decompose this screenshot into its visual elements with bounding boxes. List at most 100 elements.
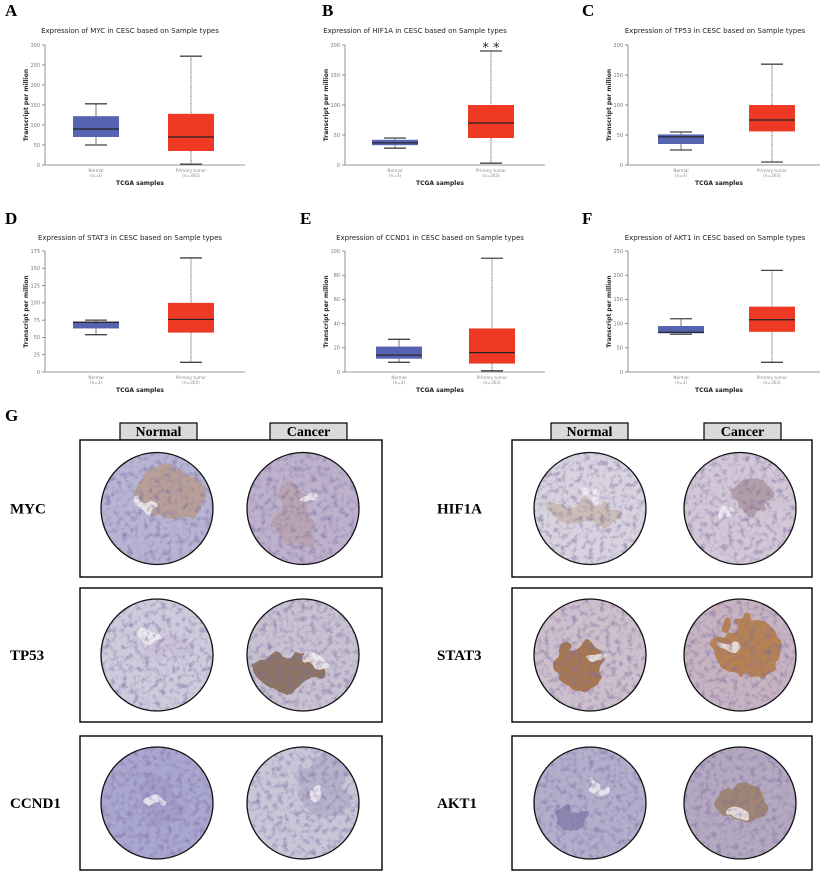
box-tumor <box>469 257 515 372</box>
ihc-image-cancer <box>684 747 796 859</box>
y-tick-label: 250 <box>613 249 623 255</box>
category-label: Normal <box>391 375 406 380</box>
ihc-image-normal <box>534 747 646 859</box>
boxplot-panel-d: D Expression of STAT3 in CESC based on Sa… <box>5 209 245 394</box>
core-outline <box>533 746 647 860</box>
core-outline <box>246 746 360 860</box>
y-tick-label: 50 <box>34 335 40 341</box>
y-tick-label: 300 <box>30 43 40 49</box>
y-tick-label: 0 <box>337 370 340 376</box>
y-tick-label: 100 <box>613 103 623 109</box>
ihc-row-akt1: AKT1 <box>437 735 813 871</box>
ihc-panel: G Normal Cancer MYC TP53 CCND1 Normal Cancer HIF… <box>5 406 813 871</box>
tissue-texture <box>247 599 359 711</box>
box-tumor <box>168 257 214 363</box>
tissue-texture <box>247 747 359 859</box>
ihc-image-cancer <box>684 599 796 711</box>
gene-label: HIF1A <box>437 502 482 518</box>
y-tick-label: 0 <box>620 370 623 376</box>
panel-label: C <box>582 1 594 20</box>
y-tick-label: 150 <box>330 73 340 79</box>
y-axis-label: Transcript per million <box>23 69 30 141</box>
y-tick-label: 100 <box>613 321 623 327</box>
panel-label: E <box>300 209 311 228</box>
ihc-image-cancer <box>247 747 359 859</box>
chart-title: Expression of HIF1A in CESC based on Sam… <box>323 27 507 35</box>
panel-label: G <box>5 406 18 425</box>
ihc-row-hif1a: HIF1A <box>437 439 813 578</box>
core-outline <box>246 451 360 566</box>
ihc-image-normal <box>101 747 213 859</box>
y-tick-label: 175 <box>30 249 40 255</box>
y-tick-label: 40 <box>334 321 340 327</box>
box-normal <box>376 338 422 363</box>
category-count: (n=303) <box>763 173 781 178</box>
panel-label: D <box>5 209 17 228</box>
category-label: Primary tumor <box>757 375 787 380</box>
category-label: Primary tumor <box>176 168 206 173</box>
header-label: Normal <box>567 425 613 440</box>
category-label: Primary tumor <box>477 375 507 380</box>
y-tick-label: 125 <box>30 283 40 289</box>
iqr-box <box>468 105 514 138</box>
core-outline <box>100 451 214 566</box>
tissue-texture <box>247 452 359 565</box>
category-label: Primary tumor <box>476 168 506 173</box>
x-axis-label: TCGA samples <box>416 180 464 187</box>
category-label: Normal <box>387 168 402 173</box>
y-tick-label: 100 <box>30 301 40 307</box>
y-axis-label: Transcript per million <box>606 275 613 347</box>
category-count: (n=303) <box>483 380 501 385</box>
box-tumor <box>168 55 214 165</box>
gene-label: MYC <box>10 502 46 518</box>
y-tick-label: 150 <box>613 73 623 79</box>
y-tick-label: 200 <box>613 273 623 279</box>
iqr-box <box>749 105 795 132</box>
category-count: (n=3) <box>90 173 102 178</box>
chart-title: Expression of MYC in CESC based on Sampl… <box>41 27 219 35</box>
category-count: (n=303) <box>182 173 200 178</box>
iqr-box <box>73 321 119 329</box>
category-count: (n=3) <box>675 380 687 385</box>
y-tick-label: 200 <box>30 83 40 89</box>
significance-marker: * * <box>482 41 500 56</box>
boxplot-panel-a: A Expression of MYC in CESC based on Samp… <box>5 1 245 187</box>
category-label: Normal <box>88 168 103 173</box>
y-tick-label: 50 <box>617 346 623 352</box>
tissue-texture <box>684 599 796 711</box>
ihc-group-1: Normal Cancer MYC TP53 CCND1 <box>10 422 383 871</box>
ihc-image-normal <box>534 452 646 565</box>
y-tick-label: 100 <box>330 249 340 255</box>
core-outline <box>100 598 214 712</box>
box-normal <box>372 137 418 149</box>
y-tick-label: 150 <box>613 297 623 303</box>
category-count: (n=3) <box>393 380 405 385</box>
box-tumor <box>749 269 795 363</box>
chart-title: Expression of CCND1 in CESC based on Sam… <box>336 234 524 242</box>
category-count: (n=303) <box>182 380 200 385</box>
gene-label: STAT3 <box>437 648 481 664</box>
ihc-image-cancer <box>247 452 359 565</box>
boxplot-panel-f: F Expression of AKT1 in CESC based on Sam… <box>582 209 820 394</box>
ihc-image-cancer <box>684 452 796 565</box>
y-tick-label: 50 <box>34 143 40 149</box>
x-axis-label: TCGA samples <box>116 387 164 394</box>
y-tick-label: 75 <box>34 318 40 324</box>
x-axis-label: TCGA samples <box>116 180 164 187</box>
y-tick-label: 0 <box>37 163 40 169</box>
box-normal <box>73 103 119 146</box>
y-tick-label: 100 <box>30 123 40 129</box>
x-axis-label: TCGA samples <box>695 180 743 187</box>
y-tick-label: 200 <box>330 43 340 49</box>
chart-title: Expression of AKT1 in CESC based on Samp… <box>625 234 806 242</box>
core-outline <box>683 598 797 712</box>
box-normal <box>658 131 704 151</box>
y-tick-label: 200 <box>613 43 623 49</box>
boxplot-panel-b: B Expression of HIF1A in CESC based on Sa… <box>322 1 545 187</box>
tissue-texture <box>534 599 646 711</box>
ihc-row-tp53: TP53 <box>10 587 383 723</box>
y-tick-label: 20 <box>334 346 340 352</box>
header-label: Cancer <box>721 425 765 440</box>
chart-title: Expression of TP53 in CESC based on Samp… <box>625 27 806 35</box>
tissue-texture <box>684 452 796 565</box>
